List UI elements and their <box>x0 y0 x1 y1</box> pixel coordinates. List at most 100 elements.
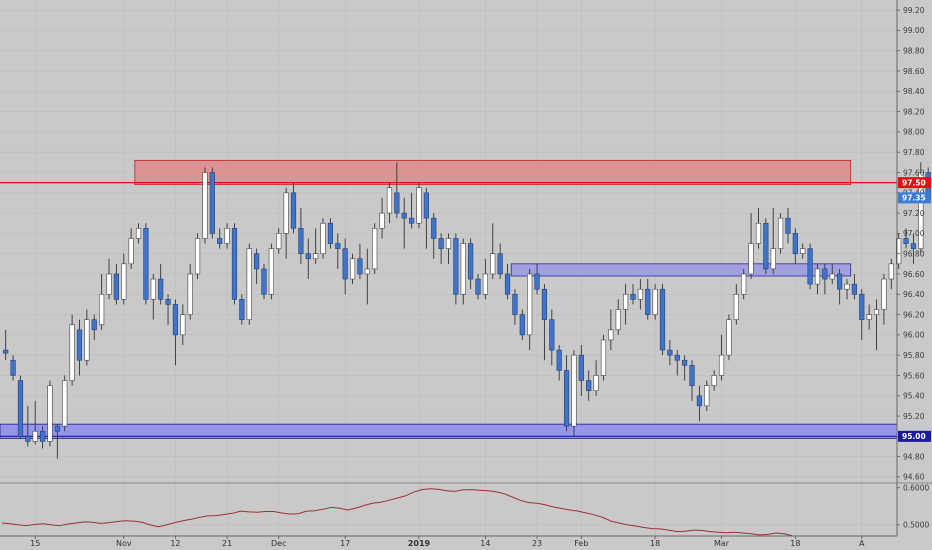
candle[interactable] <box>165 294 171 325</box>
candle[interactable] <box>209 167 215 239</box>
candle[interactable] <box>659 284 666 356</box>
candle[interactable] <box>549 309 555 366</box>
candle[interactable] <box>482 258 488 300</box>
candle[interactable] <box>903 228 909 249</box>
candle[interactable] <box>674 350 680 376</box>
candle[interactable] <box>593 360 599 396</box>
candle[interactable] <box>682 355 688 381</box>
candle[interactable] <box>32 400 38 445</box>
candle[interactable] <box>888 258 894 290</box>
candle[interactable] <box>696 385 703 422</box>
candle[interactable] <box>357 243 363 280</box>
candle[interactable] <box>453 233 459 305</box>
candle[interactable] <box>541 284 548 361</box>
candle[interactable] <box>859 289 865 340</box>
candle[interactable] <box>290 182 297 234</box>
candle[interactable] <box>276 228 282 254</box>
candle[interactable] <box>423 187 429 249</box>
candle[interactable] <box>556 345 562 381</box>
candle[interactable] <box>91 314 97 340</box>
candle[interactable] <box>519 309 525 340</box>
candle[interactable] <box>150 273 156 320</box>
candles-layer[interactable] <box>3 162 932 459</box>
candle[interactable] <box>39 426 46 449</box>
time-axis[interactable]: 15 Nov 12 21 Dec 17 2019 14 23 Feb 18 Mar 18 A <box>0 535 897 548</box>
candle[interactable] <box>342 238 348 295</box>
candle[interactable] <box>792 228 798 264</box>
candle[interactable] <box>726 314 732 361</box>
candle[interactable] <box>298 208 304 264</box>
candle[interactable] <box>135 223 142 244</box>
candle[interactable] <box>320 218 326 259</box>
candle[interactable] <box>468 238 474 290</box>
candle[interactable] <box>800 243 806 259</box>
candle[interactable] <box>364 248 370 305</box>
candle[interactable] <box>755 208 762 249</box>
candle[interactable] <box>748 213 754 280</box>
candle[interactable] <box>69 314 75 386</box>
candle[interactable] <box>106 258 112 300</box>
candle[interactable] <box>623 284 629 325</box>
candle[interactable] <box>711 370 717 391</box>
candle[interactable] <box>283 187 289 259</box>
candle[interactable] <box>172 299 179 366</box>
candle[interactable] <box>777 213 784 254</box>
candle[interactable] <box>10 355 16 381</box>
candle[interactable] <box>431 213 437 259</box>
candle[interactable] <box>386 182 393 224</box>
price-axis[interactable]: 99.20 99.00 98.80 98.60 98.40 98.20 98.00 97.80… <box>896 0 925 536</box>
candle[interactable] <box>62 375 68 432</box>
candle[interactable] <box>527 268 533 351</box>
candle[interactable] <box>873 299 880 351</box>
candle[interactable] <box>910 233 917 264</box>
candle[interactable] <box>239 294 245 325</box>
candle[interactable] <box>586 370 592 401</box>
candle[interactable] <box>194 233 201 280</box>
candle[interactable] <box>741 268 747 300</box>
candle[interactable] <box>563 355 570 432</box>
candle[interactable] <box>785 208 791 244</box>
candle[interactable] <box>47 380 53 447</box>
candle[interactable] <box>372 223 378 274</box>
candle[interactable] <box>896 233 902 269</box>
candle[interactable] <box>637 279 643 310</box>
candle[interactable] <box>475 273 481 300</box>
candle[interactable] <box>231 223 238 305</box>
candle[interactable] <box>99 273 105 330</box>
candle[interactable] <box>416 182 422 229</box>
candle[interactable] <box>571 350 577 437</box>
candle[interactable] <box>667 339 673 366</box>
candle[interactable] <box>335 233 341 269</box>
candle[interactable] <box>497 243 503 280</box>
candle[interactable] <box>394 162 400 219</box>
candle[interactable] <box>246 243 252 325</box>
candle[interactable] <box>733 284 739 325</box>
candle[interactable] <box>652 284 658 320</box>
candle[interactable] <box>445 233 452 264</box>
candle[interactable] <box>578 345 584 396</box>
candle[interactable] <box>187 263 193 320</box>
candle[interactable] <box>807 243 813 290</box>
candle[interactable] <box>305 238 311 280</box>
candle[interactable] <box>3 329 9 361</box>
candle[interactable] <box>881 273 887 325</box>
candle[interactable] <box>438 233 444 264</box>
candle[interactable] <box>401 197 407 249</box>
candle[interactable] <box>113 263 119 305</box>
candle[interactable] <box>327 218 334 249</box>
candle[interactable] <box>866 304 872 330</box>
candle[interactable] <box>822 263 828 295</box>
candle[interactable] <box>814 263 821 295</box>
candle[interactable] <box>630 284 636 305</box>
candle[interactable] <box>121 253 127 305</box>
candle[interactable] <box>180 304 186 346</box>
candle[interactable] <box>600 334 607 381</box>
candle[interactable] <box>512 289 518 325</box>
candle[interactable] <box>704 380 710 411</box>
candle[interactable] <box>504 263 511 300</box>
candle[interactable] <box>844 279 850 300</box>
candle[interactable] <box>408 192 415 229</box>
candle[interactable] <box>851 273 857 300</box>
candle[interactable] <box>158 263 164 305</box>
candle[interactable] <box>224 223 230 249</box>
